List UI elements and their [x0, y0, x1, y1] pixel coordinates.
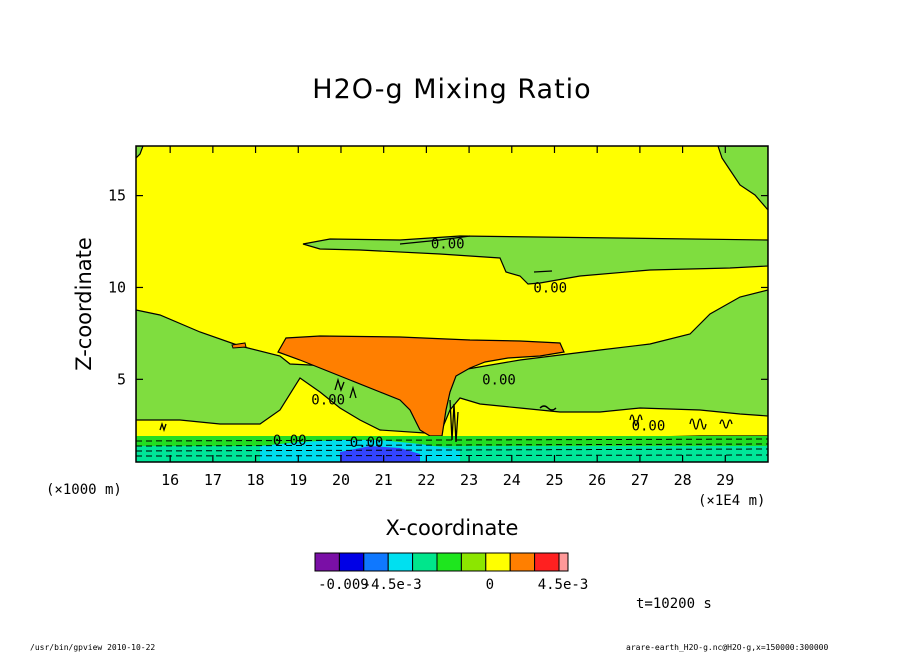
x-tick-label: 28: [674, 471, 692, 489]
x-tick-label: 21: [375, 471, 393, 489]
x-tick-label: 17: [204, 471, 222, 489]
contour-label: 0.00: [431, 236, 465, 252]
x-tick-label: 23: [460, 471, 478, 489]
contour-label: 0.00: [350, 435, 384, 451]
x-tick-label: 19: [289, 471, 307, 489]
x-tick-label: 18: [247, 471, 265, 489]
footer-left: /usr/bin/gpview 2010-10-22: [30, 643, 156, 652]
contour-label: 0.00: [273, 433, 307, 449]
x-tick-label: 20: [332, 471, 350, 489]
contour-label: 0.00: [311, 393, 345, 409]
plot-frame: [135, 145, 769, 463]
colorbar-label: 4.5e-3: [538, 577, 589, 593]
colorbar-swatch: [485, 552, 511, 572]
time-label: t=10200 s: [636, 596, 712, 612]
x-tick-label: 26: [588, 471, 606, 489]
x-tick-label: 22: [417, 471, 435, 489]
colorbar-label: -0.009: [318, 577, 369, 593]
field-orange-blob: [231, 342, 247, 349]
colorbar-label: -4.5e-3: [363, 577, 422, 593]
contour-labels: 0.00 0.00 0.00 0.00 0.00 0.00 0.00: [273, 236, 665, 450]
colorbar-swatch: [534, 552, 560, 572]
colorbar-swatch: [387, 552, 414, 572]
x-ticks: 16 17 18 19 20 21 22 23 24 25 26 27 28 29: [161, 146, 734, 489]
colorbar-swatch: [436, 552, 462, 572]
field-green-band: [302, 235, 768, 285]
x-tick-label: 27: [631, 471, 649, 489]
dashed-contours: [136, 438, 768, 457]
colorbar: -0.009-4.5e-3 0 4.5e-3: [314, 552, 589, 593]
x-tick-label: 29: [716, 471, 734, 489]
field-orange-plume: [277, 335, 565, 437]
colorbar-label: 0: [486, 577, 494, 593]
colorbar-swatch: [460, 552, 487, 572]
colorbar-swatch: [412, 552, 438, 572]
y-tick-label: 5: [117, 370, 126, 388]
x-tick-label: 16: [161, 471, 179, 489]
contour-label: 0.00: [533, 280, 567, 296]
colorbar-swatch: [363, 552, 389, 572]
field-green-topleft: [136, 146, 144, 159]
x-tick-label: 24: [503, 471, 521, 489]
x-tick-label: 25: [545, 471, 563, 489]
y-ticks: 5 10 15: [108, 187, 768, 388]
footer-right: arare-earth_H2O-g.nc@H2O-g,x=150000:3000…: [626, 643, 829, 652]
contour-label: 0.00: [482, 372, 516, 388]
colorbar-swatch: [338, 552, 365, 572]
x-unit-note: (×1000 m): [46, 482, 122, 498]
x-axis-label: X-coordinate: [385, 516, 519, 540]
contour-fill: [136, 146, 768, 462]
colorbar-swatch: [558, 552, 569, 572]
chart-title: H2O-g Mixing Ratio: [312, 74, 592, 105]
x-exponent-note: (×1E4 m): [698, 493, 766, 509]
wiggle-contours: [159, 235, 733, 443]
y-tick-label: 15: [108, 187, 126, 205]
field-green-topright: [717, 146, 768, 211]
contour-label: 0.00: [632, 418, 666, 434]
colorbar-swatch: [314, 552, 340, 572]
colorbar-swatch: [509, 552, 536, 572]
y-tick-label: 10: [108, 278, 126, 296]
